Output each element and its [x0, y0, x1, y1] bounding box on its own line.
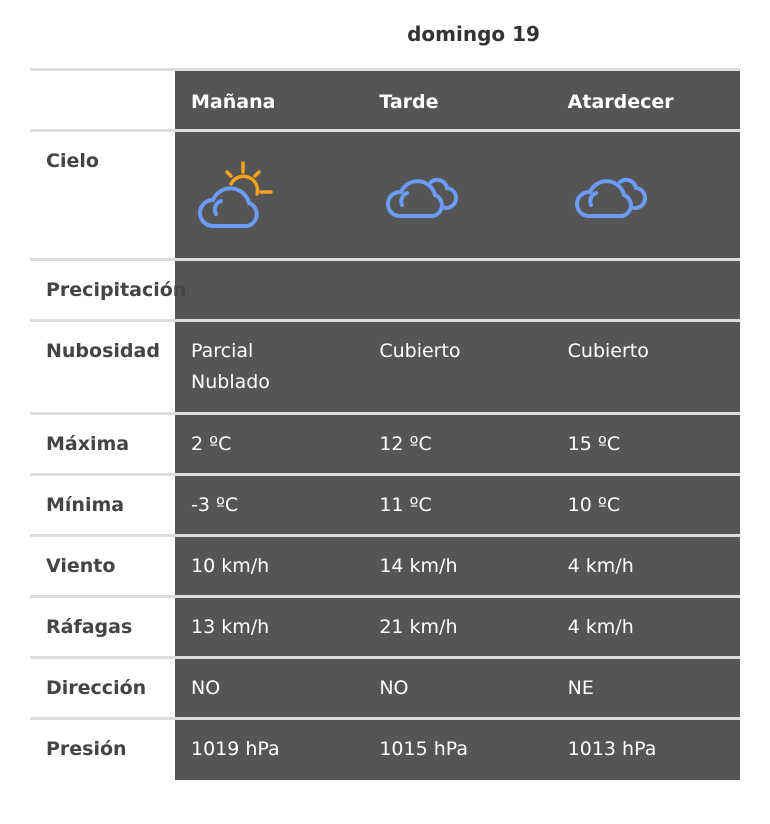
cell: 11 ºC [363, 473, 552, 536]
row-label: Precipitación [30, 258, 186, 321]
cell: 21 km/h [363, 595, 552, 658]
cell: NO [175, 656, 364, 719]
row-label: Presión [30, 717, 175, 780]
table-row: Máxima 2 ºC 12 ºC 15 ºC [30, 412, 740, 475]
row-label: Viento [30, 534, 175, 597]
row-label: Mínima [30, 473, 175, 536]
cloudy-icon [574, 177, 647, 218]
table-row: Ráfagas 13 km/h 21 km/h 4 km/h [30, 595, 740, 658]
table-row: Dirección NO NO NE [30, 656, 740, 719]
cell: 1015 hPa [363, 717, 552, 780]
cloudy-icon [386, 177, 459, 218]
table-row: Cielo [30, 129, 740, 260]
cell: 15 ºC [551, 412, 740, 475]
row-label: Cielo [30, 129, 175, 260]
cell: NO [363, 656, 552, 719]
cell: NE [551, 656, 740, 719]
cell: Cubierto [551, 319, 740, 414]
cell: 13 km/h [175, 595, 364, 658]
col-header-evening: Atardecer [551, 68, 740, 131]
forecast-table: Mañana Tarde Atardecer Cielo [30, 68, 740, 780]
cell: -3 ºC [175, 473, 364, 536]
table-row: Viento 10 km/h 14 km/h 4 km/h [30, 534, 740, 597]
corner-cell [30, 68, 175, 131]
cell: 10 km/h [175, 534, 364, 597]
cell: 12 ºC [363, 412, 552, 475]
col-header-afternoon: Tarde [363, 68, 552, 131]
day-title: domingo 19 [407, 22, 540, 46]
table-row: Mínima -3 ºC 11 ºC 10 ºC [30, 473, 740, 536]
cell: 4 km/h [551, 534, 740, 597]
cell [175, 258, 364, 321]
partly-cloudy-icon [198, 161, 273, 228]
table-row: Nubosidad Parcial Nublado Cubierto Cubie… [30, 319, 740, 414]
cell: 4 km/h [551, 595, 740, 658]
row-label: Nubosidad [30, 319, 175, 414]
cell: Cubierto [363, 319, 552, 414]
row-label: Ráfagas [30, 595, 175, 658]
cell [363, 258, 552, 321]
col-header-morning: Mañana [175, 68, 364, 131]
cell: 14 km/h [363, 534, 552, 597]
table-row: Presión 1019 hPa 1015 hPa 1013 hPa [30, 717, 740, 780]
cell: Parcial Nublado [175, 319, 364, 414]
cell: 2 ºC [175, 412, 364, 475]
cell: 1019 hPa [175, 717, 364, 780]
row-label: Dirección [30, 656, 175, 719]
cell: 10 ºC [551, 473, 740, 536]
cell [551, 258, 740, 321]
cell: 1013 hPa [551, 717, 740, 780]
row-label: Máxima [30, 412, 175, 475]
table-row: Precipitación [30, 258, 740, 321]
